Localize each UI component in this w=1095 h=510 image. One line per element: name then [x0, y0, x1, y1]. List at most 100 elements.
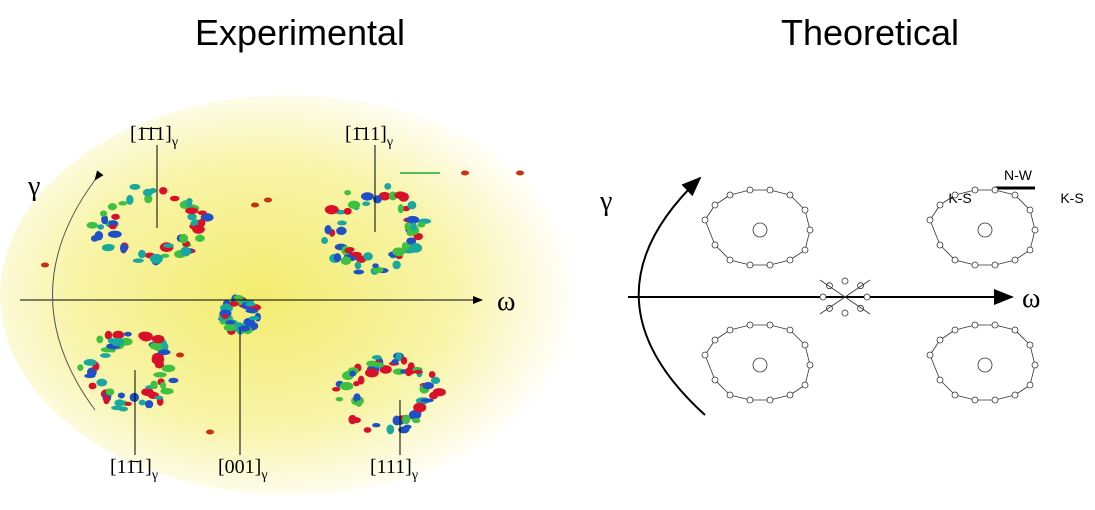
- node: [787, 192, 793, 198]
- blob: [111, 338, 124, 346]
- node: [972, 322, 978, 328]
- pole-subscript: γ: [260, 468, 267, 483]
- blob: [412, 418, 420, 423]
- node: [992, 322, 998, 328]
- blob: [129, 184, 140, 190]
- blob: [186, 202, 193, 207]
- variant-clusters: [702, 187, 1038, 403]
- pole-index: [001]: [218, 456, 261, 478]
- node: [937, 202, 943, 208]
- node: [952, 192, 958, 198]
- blob: [198, 219, 205, 227]
- pole-index: [1̄11]: [345, 123, 387, 145]
- blob: [246, 308, 258, 313]
- blob: [125, 402, 132, 406]
- node: [972, 262, 978, 268]
- blob: [224, 324, 236, 331]
- orientation-label: K-S: [1060, 190, 1083, 206]
- blob: [344, 248, 353, 254]
- blob: [118, 201, 127, 205]
- blob: [245, 302, 256, 306]
- node: [747, 322, 753, 328]
- blob: [150, 380, 157, 389]
- node: [747, 397, 753, 403]
- blob: [195, 235, 205, 242]
- node: [727, 392, 733, 398]
- panel-title: Theoretical: [781, 12, 959, 53]
- gamma-label: γ: [27, 171, 40, 202]
- pole-index: [11̄1]: [110, 456, 152, 478]
- blob: [112, 331, 124, 339]
- node: [1012, 327, 1018, 333]
- link: [705, 355, 715, 380]
- blob: [160, 382, 166, 389]
- blob: [162, 365, 176, 372]
- node: [952, 327, 958, 333]
- node: [952, 392, 958, 398]
- blob: [353, 270, 364, 275]
- node: [702, 352, 708, 358]
- node: [747, 262, 753, 268]
- blob: [392, 261, 400, 270]
- blob: [206, 430, 214, 435]
- node: [802, 207, 808, 213]
- node: [1027, 247, 1033, 253]
- node: [767, 397, 773, 403]
- blob: [222, 314, 229, 319]
- blob: [120, 244, 127, 254]
- blob: [118, 406, 128, 411]
- node: [787, 257, 793, 263]
- orientation-label: N-W: [1004, 167, 1033, 183]
- blob: [404, 223, 411, 231]
- blob: [410, 222, 416, 231]
- blob: [516, 171, 524, 176]
- blob: [96, 379, 107, 387]
- pole-subscript: γ: [411, 468, 418, 483]
- blob: [94, 231, 103, 241]
- node: [927, 217, 933, 223]
- blob: [77, 364, 83, 371]
- blob: [355, 262, 362, 270]
- blob: [150, 342, 163, 349]
- blob: [145, 400, 153, 408]
- panel-title: Experimental: [195, 12, 405, 53]
- blob: [353, 381, 359, 386]
- node: [972, 187, 978, 193]
- blob: [344, 190, 351, 195]
- blob: [398, 204, 404, 213]
- blob: [362, 201, 370, 206]
- blob: [402, 415, 410, 425]
- node: [1012, 257, 1018, 263]
- node: [802, 382, 808, 388]
- blob: [386, 424, 394, 434]
- node: [767, 262, 773, 268]
- pole-figure-background: [0, 95, 580, 495]
- blob: [103, 395, 109, 404]
- blob: [431, 377, 440, 384]
- blob: [461, 171, 469, 176]
- node: [978, 223, 992, 237]
- blob: [351, 417, 360, 423]
- blob: [185, 207, 198, 214]
- node: [747, 187, 753, 193]
- blob: [366, 361, 377, 367]
- blob: [401, 357, 407, 365]
- blob: [392, 359, 399, 365]
- blob: [405, 367, 412, 376]
- blob: [84, 359, 97, 366]
- blob: [109, 220, 118, 225]
- node: [767, 322, 773, 328]
- blob: [154, 396, 163, 400]
- blob: [140, 332, 153, 342]
- figure: Experimental ω γ [1̄1̄1]γ[1̄11]γ[11̄1]γ[…: [0, 0, 1095, 510]
- blob: [321, 237, 328, 244]
- blob: [409, 243, 422, 253]
- node: [702, 217, 708, 223]
- node: [802, 342, 808, 348]
- blob: [126, 195, 133, 205]
- node: [937, 337, 943, 343]
- blob: [392, 247, 405, 256]
- blob: [350, 252, 361, 257]
- node: [820, 294, 826, 300]
- blob: [158, 350, 171, 356]
